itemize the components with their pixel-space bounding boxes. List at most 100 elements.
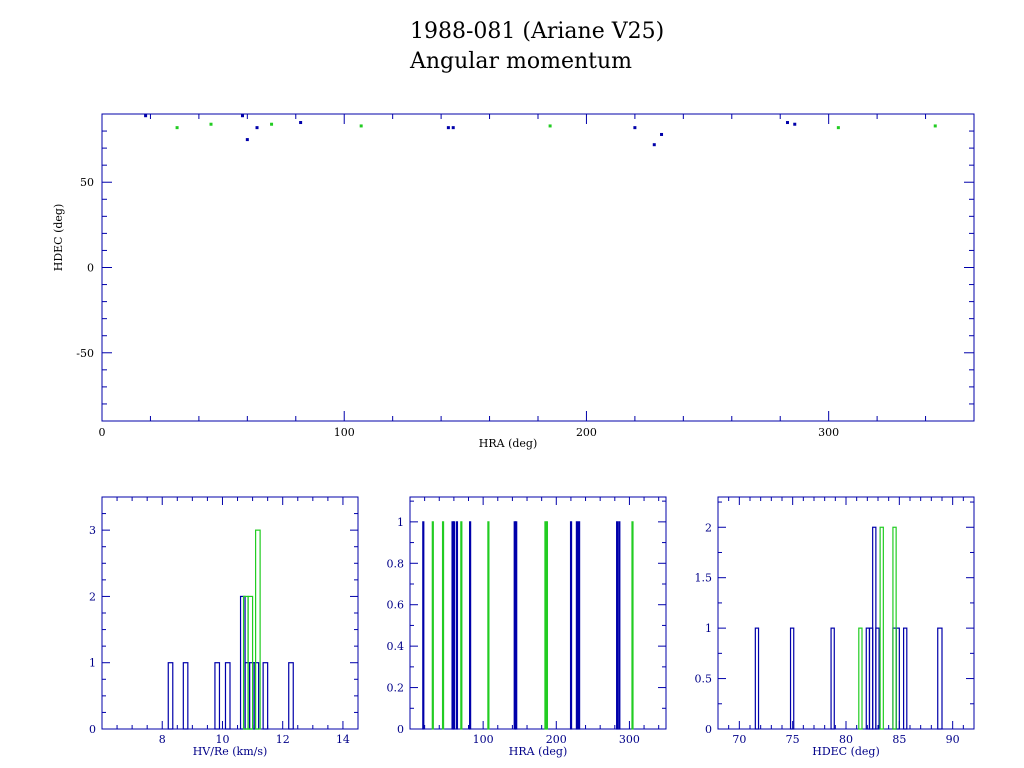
- histogram-bar: [513, 521, 516, 730]
- histogram-bar: [288, 662, 294, 730]
- histogram-bar: [422, 521, 425, 730]
- histogram-bar: [875, 627, 880, 730]
- x-axis-label: HRA (deg): [509, 745, 568, 758]
- scatter-point: [446, 126, 450, 130]
- y-tick-label: 0.6: [387, 599, 405, 612]
- histogram-bar: [431, 521, 434, 730]
- scatter-point: [793, 122, 797, 126]
- x-axis-label: HV/Re (km/s): [193, 745, 268, 758]
- histogram-bar: [455, 521, 459, 730]
- histogram-bar: [214, 662, 221, 730]
- scatter-panel: 0 100 200 300 -50 0 50 HRA (deg) HDEC (deg): [52, 113, 975, 450]
- scatter-point: [836, 126, 840, 130]
- scatter-point: [633, 126, 637, 130]
- histogram-bar: [830, 627, 835, 730]
- histogram-bar: [515, 521, 518, 730]
- y-tick-label: 1: [397, 516, 404, 529]
- histogram-bar: [631, 521, 634, 730]
- histogram-bar: [879, 526, 884, 730]
- histogram-bar: [469, 521, 472, 730]
- y-tick-label: 0: [87, 262, 94, 275]
- x-tick-label: 200: [576, 426, 597, 439]
- histogram-bar: [487, 521, 490, 730]
- histogram-bar: [544, 521, 547, 730]
- x-tick-label: 85: [892, 733, 906, 746]
- histogram-bar: [892, 526, 897, 730]
- y-tick-label: 0.5: [695, 673, 713, 686]
- x-tick-label: 75: [786, 733, 800, 746]
- histogram-hdec-panel: 70 75 80 85 90 0 0.5 1 1.5 2 HDEC (deg): [695, 496, 975, 758]
- histogram-bar: [618, 521, 621, 730]
- histogram-bar: [262, 662, 269, 730]
- scatter-point: [299, 121, 303, 125]
- scatter-point: [245, 138, 249, 142]
- x-tick-label: 100: [473, 733, 494, 746]
- x-tick-label: 300: [818, 426, 839, 439]
- histogram-bar: [575, 521, 579, 730]
- y-tick-label: 3: [89, 524, 96, 537]
- chart-title-line2: Angular momentum: [409, 49, 632, 74]
- y-tick-label: 0.2: [387, 682, 405, 695]
- histogram-bar: [182, 662, 189, 730]
- scatter-point: [785, 121, 789, 125]
- histogram-bar: [253, 662, 260, 730]
- x-tick-label: 100: [334, 426, 355, 439]
- histogram-bar: [255, 529, 261, 730]
- histogram-bar: [460, 521, 463, 730]
- histogram-bar: [247, 595, 254, 730]
- y-axis-label: HDEC (deg): [52, 204, 65, 272]
- histogram-bar: [224, 662, 231, 730]
- histogram-bar: [248, 662, 255, 730]
- y-tick-label: 50: [80, 176, 94, 189]
- scatter-point: [548, 124, 552, 128]
- histogram-bar: [545, 521, 549, 730]
- chart-title-line1: 1988-081 (Ariane V25): [410, 19, 664, 44]
- y-tick-label: 2: [89, 590, 96, 603]
- y-tick-label: -50: [76, 347, 94, 360]
- x-tick-label: 14: [336, 733, 350, 746]
- y-tick-label: 0: [705, 723, 712, 736]
- x-tick-label: 90: [946, 733, 960, 746]
- histogram-bar: [239, 595, 246, 730]
- scatter-point: [240, 114, 244, 118]
- scatter-point: [255, 126, 259, 130]
- y-tick-label: 0.4: [387, 640, 405, 653]
- x-tick-label: 300: [619, 733, 640, 746]
- histogram-bar: [569, 521, 573, 730]
- y-tick-label: 0: [397, 723, 404, 736]
- x-axis-label: HRA (deg): [479, 437, 538, 450]
- x-tick-label: 12: [276, 733, 290, 746]
- scatter-point: [144, 114, 148, 118]
- x-tick-label: 80: [839, 733, 853, 746]
- scatter-point: [175, 126, 179, 130]
- histogram-bar: [577, 521, 581, 730]
- scatter-axes-frame: [101, 113, 975, 422]
- histogram-bar: [902, 627, 908, 730]
- y-tick-label: 1: [705, 622, 712, 635]
- scatter-point: [451, 126, 455, 130]
- y-tick-label: 0: [89, 723, 96, 736]
- x-tick-label: 8: [159, 733, 166, 746]
- histogram-bar: [244, 662, 251, 730]
- histogram-bar: [167, 662, 174, 730]
- histogram-axes-frame: [717, 496, 975, 730]
- histogram-bar: [616, 521, 619, 730]
- histogram-bar: [441, 521, 445, 730]
- y-tick-label: 1.5: [695, 572, 713, 585]
- histogram-bar: [452, 521, 456, 730]
- histogram-bar: [754, 627, 760, 730]
- x-tick-label: 0: [99, 426, 106, 439]
- x-tick-label: 70: [732, 733, 746, 746]
- histogram-axes-frame: [409, 496, 667, 730]
- histogram-bar: [789, 627, 795, 730]
- y-tick-label: 1: [89, 657, 96, 670]
- x-tick-label: 10: [215, 733, 229, 746]
- scatter-point: [270, 122, 274, 126]
- scatter-point: [660, 132, 664, 136]
- scatter-point: [209, 122, 213, 126]
- scatter-point: [652, 143, 656, 147]
- x-axis-label: HDEC (deg): [812, 745, 880, 758]
- y-tick-label: 2: [705, 521, 712, 534]
